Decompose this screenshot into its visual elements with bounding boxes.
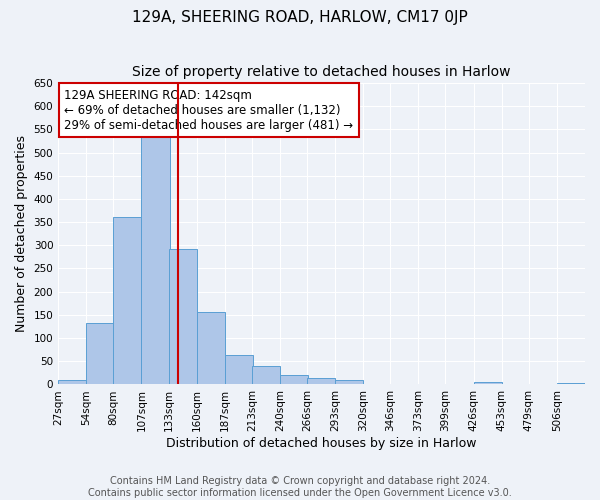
Text: 129A, SHEERING ROAD, HARLOW, CM17 0JP: 129A, SHEERING ROAD, HARLOW, CM17 0JP [132, 10, 468, 25]
Bar [252, 366, 280, 384]
Bar [86, 323, 115, 384]
X-axis label: Distribution of detached houses by size in Harlow: Distribution of detached houses by size … [166, 437, 477, 450]
Text: 129A SHEERING ROAD: 142sqm
← 69% of detached houses are smaller (1,132)
29% of s: 129A SHEERING ROAD: 142sqm ← 69% of deta… [64, 88, 353, 132]
Title: Size of property relative to detached houses in Harlow: Size of property relative to detached ho… [133, 65, 511, 79]
Bar [280, 374, 308, 384]
Bar [113, 216, 142, 384]
Text: Contains HM Land Registry data © Crown copyright and database right 2024.
Contai: Contains HM Land Registry data © Crown c… [88, 476, 512, 498]
Bar [335, 380, 363, 384]
Bar [307, 378, 335, 384]
Bar [58, 380, 86, 384]
Bar [557, 382, 585, 384]
Y-axis label: Number of detached properties: Number of detached properties [15, 135, 28, 332]
Bar [225, 355, 253, 384]
Bar [142, 136, 170, 384]
Bar [197, 312, 225, 384]
Bar [473, 382, 502, 384]
Bar [169, 248, 197, 384]
